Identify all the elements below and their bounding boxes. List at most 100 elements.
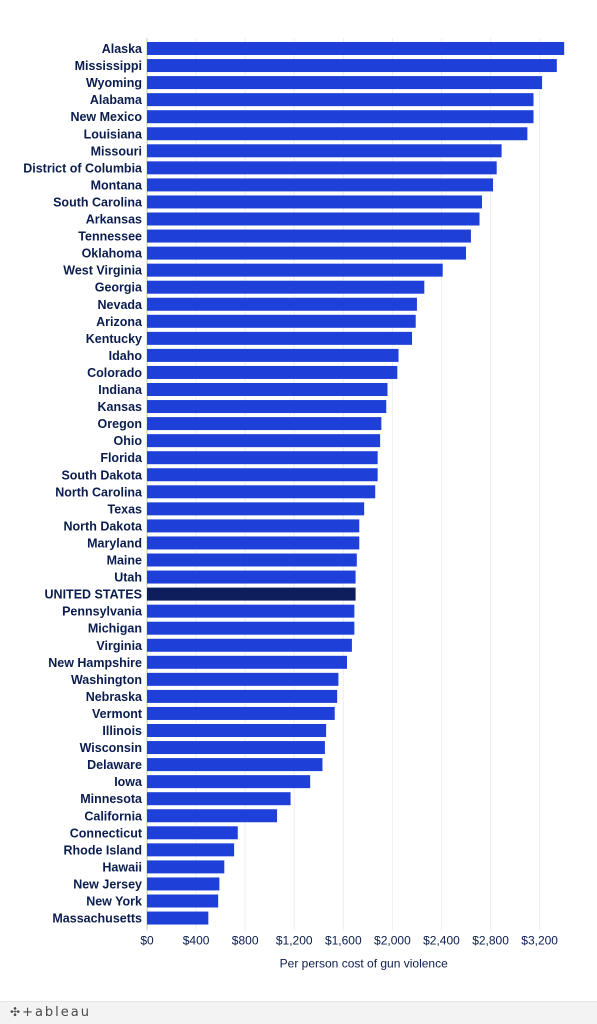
bar-chart: Alaska Mississippi Wyoming Alabama New Mexic…: [23, 38, 565, 971]
bar-nevada[interactable]: [147, 297, 417, 311]
bar-united-states[interactable]: [147, 587, 356, 601]
bar-delaware[interactable]: [147, 758, 323, 772]
category-label: Louisiana: [84, 127, 143, 141]
bar-new-york[interactable]: [147, 894, 219, 908]
category-label: New Mexico: [70, 110, 142, 124]
bar-montana[interactable]: [147, 178, 494, 192]
bar-west-virginia[interactable]: [147, 263, 443, 277]
category-label: Montana: [91, 178, 143, 192]
bar-kansas[interactable]: [147, 400, 387, 414]
x-axis-title: Per person cost of gun violence: [280, 957, 448, 971]
category-label: Pennsylvania: [62, 605, 143, 619]
bar-connecticut[interactable]: [147, 826, 238, 840]
bar-virginia[interactable]: [147, 638, 352, 652]
x-tick-label: $2,400: [423, 934, 460, 948]
x-tick-label: $800: [232, 934, 259, 948]
bar-georgia[interactable]: [147, 280, 425, 294]
bar-arizona[interactable]: [147, 314, 416, 328]
bar-illinois[interactable]: [147, 724, 327, 737]
bar-alabama[interactable]: [147, 93, 534, 107]
category-label: North Carolina: [55, 485, 143, 499]
bars: [147, 42, 565, 925]
bar-iowa[interactable]: [147, 775, 311, 789]
bar-south-dakota[interactable]: [147, 468, 378, 482]
category-label: Texas: [107, 502, 142, 516]
bar-washington[interactable]: [147, 672, 339, 686]
x-tick-label: $2,800: [472, 934, 509, 948]
bar-hawaii[interactable]: [147, 860, 225, 874]
bar-texas[interactable]: [147, 502, 365, 516]
bar-colorado[interactable]: [147, 365, 398, 379]
bar-oklahoma[interactable]: [147, 246, 467, 260]
bar-louisiana[interactable]: [147, 127, 528, 141]
category-label: Arizona: [96, 315, 143, 329]
bar-wisconsin[interactable]: [147, 741, 325, 755]
category-label: California: [84, 809, 143, 823]
bar-nebraska[interactable]: [147, 689, 338, 703]
category-label: Colorado: [87, 366, 142, 380]
tableau-logo-icon: ✣: [10, 1005, 21, 1019]
bar-oregon[interactable]: [147, 417, 382, 431]
bar-north-carolina[interactable]: [147, 485, 376, 499]
category-label: Missouri: [91, 144, 142, 158]
category-label: Tennessee: [78, 230, 142, 244]
category-label: Kansas: [98, 400, 143, 414]
bar-utah[interactable]: [147, 570, 356, 584]
category-labels: Alaska Mississippi Wyoming Alabama New Mexic…: [23, 42, 143, 926]
category-label: Nevada: [98, 298, 144, 312]
x-tick-label: $1,600: [325, 934, 362, 948]
bar-rhode-island[interactable]: [147, 843, 235, 857]
x-tick-label: $2,000: [374, 934, 411, 948]
category-label: Idaho: [109, 349, 143, 363]
category-label: New Jersey: [73, 877, 142, 891]
category-label: Wisconsin: [80, 741, 142, 755]
tableau-logo[interactable]: ✣ +ableau: [10, 1005, 91, 1020]
bar-alaska[interactable]: [147, 42, 565, 55]
category-label: South Dakota: [61, 468, 143, 482]
bar-new-hampshire[interactable]: [147, 655, 348, 669]
bar-maine[interactable]: [147, 553, 357, 567]
bar-missouri[interactable]: [147, 144, 502, 158]
bar-minnesota[interactable]: [147, 792, 291, 806]
bar-wyoming[interactable]: [147, 76, 543, 90]
category-label: Nebraska: [86, 690, 143, 704]
x-axis-ticks: $0 $400 $800 $1,200 $1,600 $2,000 $2,400 $2,800…: [140, 934, 558, 948]
category-label: New York: [86, 895, 142, 909]
bar-california[interactable]: [147, 809, 278, 823]
category-label: Delaware: [87, 758, 142, 772]
bar-massachusetts[interactable]: [147, 911, 209, 925]
category-label: West Virginia: [63, 264, 143, 278]
bar-idaho[interactable]: [147, 348, 399, 362]
bar-vermont[interactable]: [147, 706, 335, 720]
bar-new-mexico[interactable]: [147, 110, 534, 124]
tableau-logo-text: +ableau: [22, 1005, 91, 1020]
bar-pennsylvania[interactable]: [147, 604, 355, 618]
bar-north-dakota[interactable]: [147, 519, 360, 533]
bar-district-of-columbia[interactable]: [147, 161, 497, 175]
category-label: Maryland: [87, 536, 142, 550]
bar-arkansas[interactable]: [147, 212, 480, 226]
bar-maryland[interactable]: [147, 536, 360, 550]
category-label: Washington: [71, 673, 142, 687]
category-label: Oregon: [98, 417, 142, 431]
x-tick-label: $1,200: [276, 934, 313, 948]
category-label: Ohio: [114, 434, 143, 448]
category-label: South Carolina: [53, 195, 143, 209]
category-label: Connecticut: [70, 826, 143, 840]
category-label: Arkansas: [86, 213, 142, 227]
bar-mississippi[interactable]: [147, 59, 557, 73]
bar-kentucky[interactable]: [147, 331, 413, 345]
bar-indiana[interactable]: [147, 383, 388, 396]
bar-ohio[interactable]: [147, 434, 381, 448]
category-label: Rhode Island: [64, 843, 142, 857]
bar-michigan[interactable]: [147, 621, 355, 635]
category-label: Virginia: [96, 639, 143, 653]
category-label: Florida: [100, 451, 143, 465]
bar-south-carolina[interactable]: [147, 195, 482, 209]
bar-florida[interactable]: [147, 451, 378, 465]
bar-tennessee[interactable]: [147, 229, 471, 243]
category-label: Kentucky: [86, 332, 142, 346]
footer-bar: ✣ +ableau: [0, 1001, 597, 1024]
bar-new-jersey[interactable]: [147, 877, 220, 891]
category-label: Alaska: [102, 42, 143, 56]
